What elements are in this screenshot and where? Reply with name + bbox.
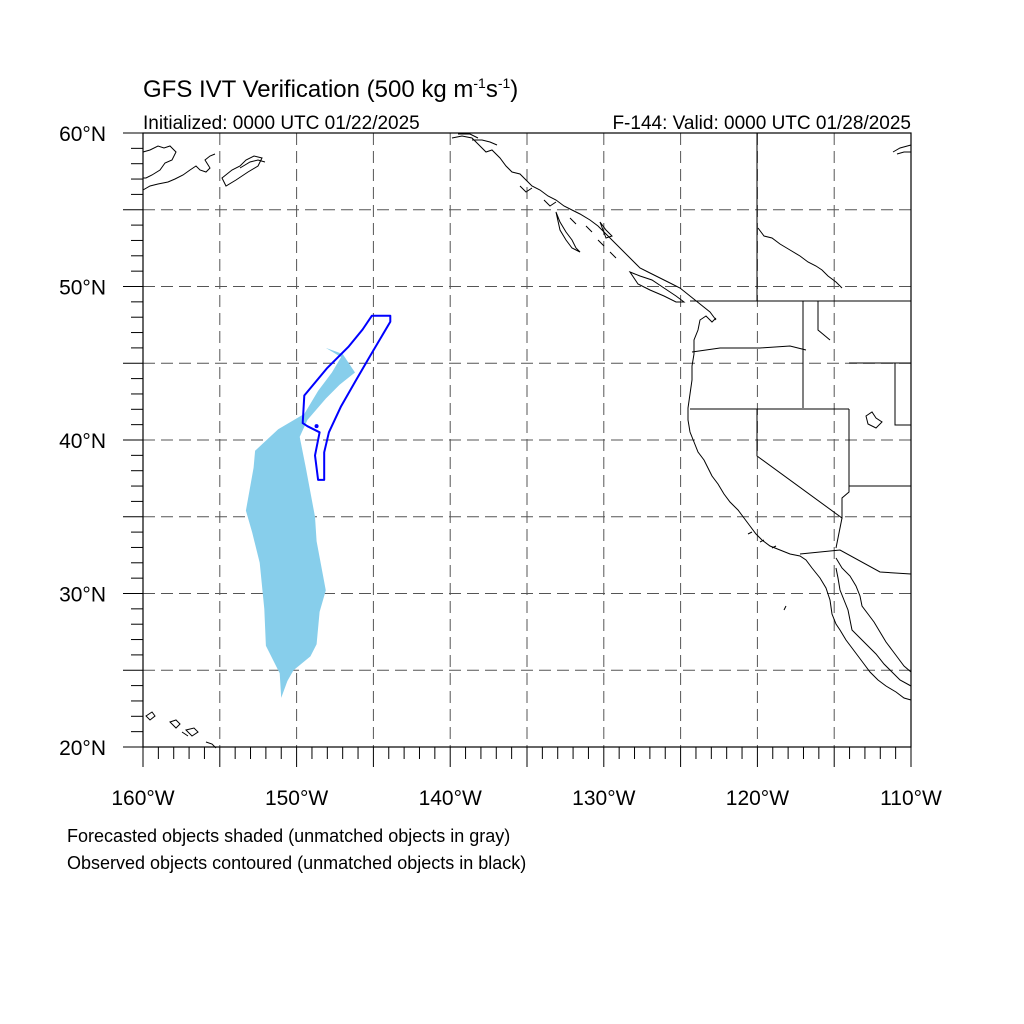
graticule <box>143 133 911 747</box>
lon-tick-label: 120°W <box>726 787 789 810</box>
forecast-ivt-object <box>245 347 355 698</box>
alaska-coast <box>142 145 216 191</box>
note-forecast: Forecasted objects shaded (unmatched obj… <box>67 826 511 846</box>
northeast-coast <box>892 144 912 155</box>
lon-tick-label: 110°W <box>880 787 942 810</box>
coastlines <box>142 133 912 749</box>
sea-islands <box>555 211 686 303</box>
canada-coast <box>451 133 717 321</box>
mexico-border <box>799 549 912 575</box>
map-axes: 160°W 150°W 140°W 130°W 120°W 110°W 20°N 30°N 40… <box>59 123 942 810</box>
channel-islands <box>747 531 787 611</box>
lon-tick-label: 130°W <box>572 787 635 810</box>
lat-tick-label: 40°N <box>59 430 106 453</box>
lat-tick-label: 30°N <box>59 584 106 607</box>
map-title: GFS IVT Verification (500 kg m-1s-1) <box>143 75 518 103</box>
canada-interior <box>757 227 843 289</box>
az-border <box>835 517 843 549</box>
alaska-coast-2 <box>239 159 266 169</box>
ut-border <box>849 362 911 487</box>
kodiak-island <box>221 155 263 187</box>
bc-coast-details <box>519 185 617 259</box>
us-west-coast <box>687 315 912 701</box>
lon-tick-label: 150°W <box>265 787 328 810</box>
lat-tick-label: 60°N <box>59 123 106 146</box>
great-salt-lake <box>865 411 883 429</box>
lat-tick-label: 20°N <box>59 737 106 760</box>
hawaii-islands <box>145 711 217 749</box>
id-border <box>802 301 831 408</box>
ivt-objects <box>245 314 392 698</box>
political-borders <box>690 133 912 575</box>
valid-time-label: F-144: Valid: 0000 UTC 01/28/2025 <box>612 113 911 134</box>
nv-border <box>756 409 850 519</box>
wa-or-border <box>691 345 807 353</box>
observed-ivt-centroid <box>314 424 319 429</box>
note-observed: Observed objects contoured (unmatched ob… <box>67 853 527 873</box>
lat-tick-label: 50°N <box>59 277 106 300</box>
observed-ivt-contour <box>301 314 392 481</box>
lon-tick-label: 160°W <box>111 787 174 810</box>
baja-coast <box>835 557 912 687</box>
lon-tick-label: 140°W <box>419 787 482 810</box>
init-time-label: Initialized: 0000 UTC 01/22/2025 <box>143 113 420 134</box>
